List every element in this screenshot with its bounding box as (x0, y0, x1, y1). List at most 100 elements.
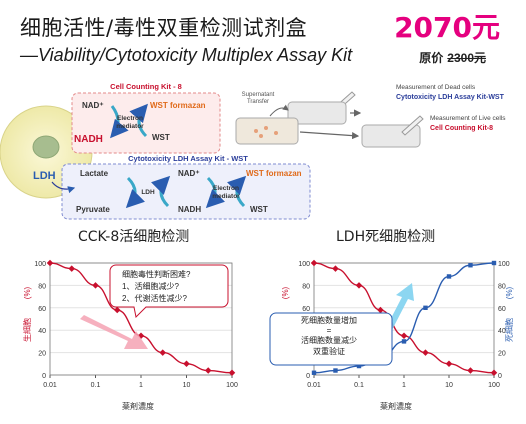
right-chart-point (333, 368, 338, 373)
right-chart-point (356, 363, 362, 369)
live-cells-label: Measurement of Live cells (430, 115, 506, 122)
nucleus-graphic (32, 135, 60, 159)
left-chart-y-tick-label: 80 (38, 283, 46, 290)
left-callout-line-3: 2、代谢活性减少? (122, 293, 187, 303)
right-chart-y2-tick-label: 0 (498, 373, 502, 380)
right-chart-y-tick-label: 60 (302, 306, 310, 313)
right-chart-title: LDH死细胞检测 (336, 229, 436, 245)
left-chart-y-tick-label: 100 (34, 261, 46, 268)
lactate-label: Lactate (80, 169, 109, 178)
left-chart-point (228, 369, 236, 377)
left-chart-point (204, 367, 212, 374)
transfer-arrow-1 (269, 104, 289, 117)
right-callout-line-4: 双重验证 (313, 346, 345, 356)
pipette-icon-2 (401, 115, 424, 136)
nadh-label: NADH (74, 134, 103, 145)
left-callout-line-1: 细胞毒性判断困难? (122, 269, 191, 279)
left-chart-frame (49, 262, 233, 376)
left-chart-point (183, 360, 190, 368)
right-chart-point (400, 332, 408, 340)
left-chart-y-tick-label: 20 (38, 351, 46, 358)
right-chart-point (423, 305, 428, 310)
right-callout-line-3: 活细胞数量减少 (301, 335, 357, 345)
right-chart-point (332, 265, 339, 272)
plate-dead (287, 101, 347, 125)
cck-arrow-left (110, 105, 129, 139)
ldh-nadh-label: NADH (178, 205, 201, 214)
left-chart-title: CCK-8活细胞检测 (78, 229, 190, 245)
cck-wst-formazan-label: WST formazan (150, 101, 206, 110)
right-ylabel-left-unit: (%) (281, 286, 290, 299)
right-ylabel-right-unit: (%) (505, 286, 514, 299)
right-chart-y-tick-label: 100 (298, 261, 310, 268)
left-chart-x-tick-label: 100 (226, 382, 238, 389)
right-callout: 死细胞数量增加 = 活细胞数量减少 双重验证 (269, 312, 393, 366)
dead-kit-label: Cytotoxicity LDH Assay Kit-WST (396, 94, 505, 101)
left-callout-line-2: 1、活细胞减少? (122, 281, 179, 291)
left-chart-y-tick-label: 40 (38, 328, 46, 335)
pyruvate-label: Pyruvate (76, 205, 110, 214)
left-chart-y-tick-label: 0 (42, 373, 46, 380)
cck-arrow-right (129, 103, 148, 138)
original-price: 原价 2300元 (419, 49, 486, 66)
original-price-label: 原价 (419, 51, 444, 65)
right-chart-point (446, 274, 452, 279)
ldh-chart: 生細胞 (%) 死細胞 (%) 薬剤濃度 0020204040606080801… (269, 259, 514, 411)
left-chart-x-tick-label: 0.1 (91, 382, 101, 389)
plate-cells (235, 117, 299, 145)
left-chart-point (159, 349, 166, 356)
right-chart-x-tick-label: 0.01 (307, 382, 321, 389)
right-callout-line-2: = (327, 326, 332, 335)
sale-price: 2070元 (394, 11, 500, 44)
page-title: 细胞活性/毒性双重检测试剂盒 (20, 16, 308, 40)
ldh-nad-plus-label: NAD⁺ (178, 169, 200, 178)
svg-text:mediator: mediator (116, 123, 144, 130)
svg-text:mediator: mediator (212, 193, 240, 200)
right-chart-point (468, 263, 473, 268)
dead-cells-label: Measurement of Dead cells (396, 84, 476, 91)
mechanism-diagram: Cell Counting Kit - 8 NAD⁺ NADH WST form… (0, 82, 506, 220)
right-chart-y2-tick-label: 60 (498, 306, 506, 313)
cck-wst-label: WST (152, 133, 170, 142)
right-chart-point (401, 339, 407, 344)
ldh-electron-mediator: Electron (213, 185, 239, 192)
right-chart-point (490, 369, 498, 377)
svg-text:Transfer: Transfer (247, 99, 269, 105)
ldh-to-box-arrow (51, 181, 76, 194)
page-subtitle: —Viability/Cytotoxicity Multiplex Assay … (20, 45, 353, 65)
left-chart-point (113, 306, 121, 314)
right-chart-x-tick-label: 1 (402, 382, 406, 389)
right-chart-y-tick-label: 0 (306, 373, 310, 380)
left-trend-arrow (80, 315, 148, 349)
left-chart-point (68, 265, 75, 272)
left-chart-y-tick-label: 60 (38, 306, 46, 313)
ldh-box-title: Cytotoxicity LDH Assay Kit - WST (128, 154, 248, 163)
original-price-value: 2300元 (447, 51, 486, 65)
right-chart-x-tick-label: 100 (488, 382, 500, 389)
left-chart-x-tick-label: 10 (183, 382, 191, 389)
ldh-arrow-2a (205, 176, 225, 209)
right-chart-point (422, 349, 429, 356)
right-chart-y2-tick-label: 20 (498, 351, 506, 358)
left-chart-point (46, 259, 54, 267)
transfer-arrow-2 (299, 131, 360, 140)
right-ylabel-right: 死細胞 (504, 318, 514, 342)
left-ylabel: 生細胞 (22, 318, 32, 342)
right-chart-y-tick-label: 80 (302, 283, 310, 290)
right-chart-point (445, 360, 453, 368)
right-chart-y2-tick-label: 40 (498, 328, 506, 335)
ldh-box (61, 163, 311, 220)
right-chart-point (491, 260, 497, 266)
ldh-wst-formazan-label: WST formazan (246, 169, 302, 178)
right-chart-y2-tick-label: 100 (498, 261, 510, 268)
right-chart-point (355, 282, 363, 289)
right-chart-y2-tick-label: 80 (498, 283, 506, 290)
nad-plus-label: NAD⁺ (82, 101, 104, 110)
cck-electron-mediator: Electron (117, 115, 143, 122)
ldh-enzyme-label: LDH (33, 170, 56, 182)
left-xlabel: 薬剤濃度 (122, 401, 154, 411)
right-chart-point (311, 370, 317, 375)
right-xlabel: 薬剤濃度 (380, 401, 412, 411)
supernatant-label: Supernatant (242, 92, 275, 98)
left-callout: 细胞毒性判断困难? 1、活细胞减少? 2、代谢活性减少? (109, 264, 229, 319)
